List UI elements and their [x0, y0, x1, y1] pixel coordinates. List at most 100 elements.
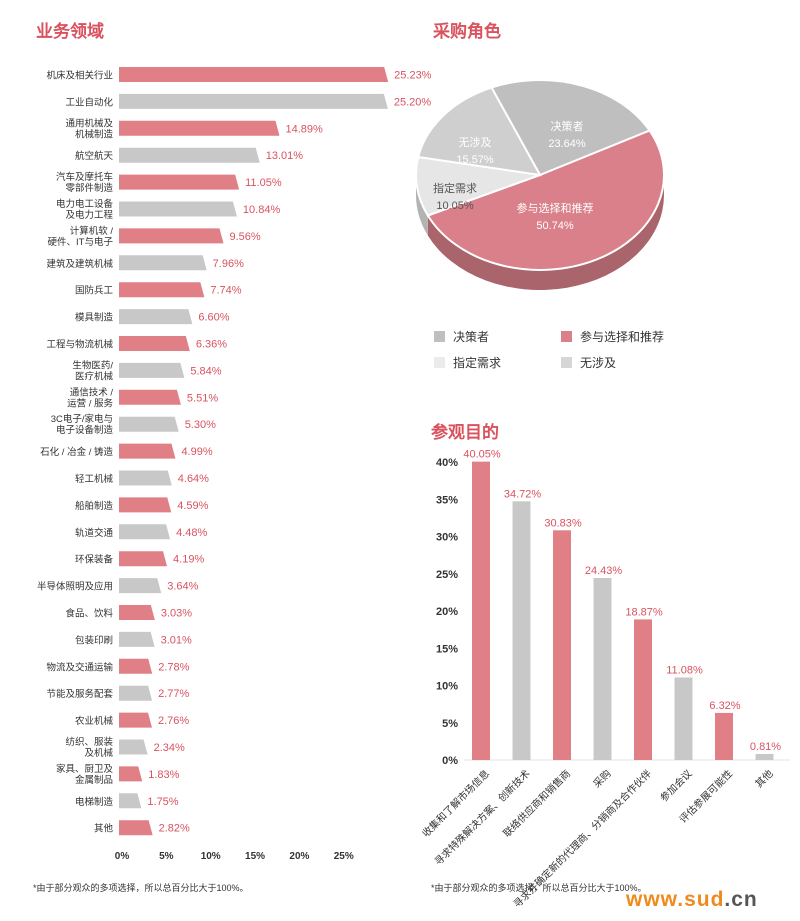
industry-bar [119, 631, 155, 647]
industry-x-tick-label: 15% [245, 851, 265, 862]
industry-value-label: 1.83% [148, 769, 179, 781]
industry-category-label: 纺织、服装 [65, 736, 113, 748]
industry-category-label: 机床及相关行业 [46, 70, 113, 82]
footnote-left: *由于部分观众的多项选择，所以总百分比大于100%。 [33, 883, 249, 893]
industry-value-label: 3.64% [167, 581, 198, 593]
industry-x-tick-label: 5% [159, 851, 174, 862]
industry-category-label: 航空航天 [75, 150, 114, 162]
purpose-category-label: 其他 [752, 767, 775, 790]
industry-value-label: 13.01% [266, 150, 304, 162]
pie-slice [426, 129, 665, 271]
pie-slice-value: 50.74% [536, 220, 574, 232]
industry-bar [119, 820, 153, 836]
industry-category-label: 及机械 [84, 747, 113, 759]
purpose-bar [715, 712, 733, 760]
industry-value-label: 4.59% [177, 500, 208, 512]
industry-category-label: 汽车及摩托车 [56, 171, 113, 183]
pie-slice-name: 无涉及 [459, 135, 492, 149]
industry-value-label: 4.19% [173, 554, 204, 566]
legend-label: 指定需求 [453, 356, 502, 370]
industry-value-label: 10.84% [243, 204, 281, 216]
industry-category-label: 工业自动化 [65, 96, 113, 108]
industry-category-label: 食品、饮料 [65, 608, 113, 620]
purpose-category-label: 采购 [590, 767, 613, 790]
purpose-bar [634, 619, 652, 760]
purpose-category-label: 联络供应商和销售商 [500, 767, 573, 840]
industry-bar [119, 551, 168, 567]
industry-bar [119, 147, 260, 163]
industry-category-label: 医疗机械 [75, 370, 114, 382]
industry-category-label: 电子设备制造 [56, 424, 114, 436]
purpose-bar [755, 753, 774, 760]
industry-category-label: 国防兵工 [75, 285, 114, 297]
industry-bar [119, 228, 224, 244]
watermark-suffix: cn [731, 888, 758, 911]
industry-bar [119, 93, 388, 109]
industry-category-label: 半导体照明及应用 [37, 581, 113, 593]
purpose-y-tick-label: 30% [436, 532, 458, 544]
industry-bar [119, 524, 171, 540]
purpose-chart-title: 参观目的 [431, 423, 499, 442]
industry-category-label: 船舶制造 [75, 500, 114, 512]
industry-bar [119, 389, 181, 405]
footnote-right: *由于部分观众的多项选择，所以总百分比大于100%。 [431, 883, 647, 893]
purpose-y-tick-label: 15% [436, 643, 458, 655]
legend-label: 决策者 [453, 330, 490, 344]
purpose-value-label: 30.83% [544, 517, 582, 529]
industry-x-tick-label: 25% [334, 851, 354, 862]
industry-value-label: 3.03% [161, 608, 192, 620]
industry-value-label: 7.96% [213, 258, 244, 270]
industry-value-label: 4.64% [178, 473, 209, 485]
industry-x-tick-label: 0% [115, 851, 130, 862]
watermark-middle: sud [684, 888, 725, 911]
purpose-value-label: 40.05% [463, 449, 501, 461]
industry-category-label: 家具、厨卫及 [56, 763, 114, 775]
industry-value-label: 7.74% [210, 285, 241, 297]
purpose-bar [674, 677, 693, 760]
industry-bar [119, 174, 240, 190]
purpose-y-tick-label: 20% [436, 606, 458, 618]
legend-swatch [561, 331, 572, 342]
industry-value-label: 5.30% [185, 419, 216, 431]
industry-value-label: 2.34% [154, 742, 185, 754]
purpose-value-label: 24.43% [585, 565, 623, 577]
industry-category-label: 金属制品 [75, 774, 113, 786]
industry-value-label: 14.89% [285, 123, 323, 135]
watermark-logo: www.sud.cn [626, 888, 758, 912]
watermark-dot: . [724, 888, 732, 911]
industry-category-label: 石化 / 冶金 / 铸造 [40, 446, 113, 458]
watermark-prefix: www. [626, 888, 685, 911]
purpose-value-label: 18.87% [625, 606, 663, 618]
legend-swatch [434, 331, 445, 342]
industry-bar [119, 255, 207, 271]
industry-category-label: 通用机械及 [65, 117, 113, 129]
industry-category-label: 建筑及建筑机械 [46, 258, 113, 270]
industry-bar [119, 336, 190, 351]
industry-category-label: 包装印刷 [75, 634, 113, 646]
legend-item-specify-requirement: 指定需求 [434, 354, 501, 371]
industry-category-label: 运营 / 服务 [67, 397, 113, 409]
industry-category-label: 环保装备 [75, 554, 114, 566]
industry-bar [119, 578, 162, 594]
purpose-bar [512, 501, 531, 760]
industry-bar [119, 712, 153, 728]
industry-category-label: 及电力工程 [65, 209, 113, 221]
legend-swatch [561, 357, 572, 368]
pie-slice [417, 86, 542, 177]
industry-bar [119, 497, 172, 513]
pie-slice [415, 155, 541, 217]
industry-bar [119, 309, 193, 325]
purpose-y-tick-label: 0% [442, 755, 458, 767]
industry-category-label: 计算机软 / [70, 225, 114, 237]
industry-bar [119, 658, 153, 674]
industry-bar [119, 793, 142, 809]
industry-category-label: 硬件、IT与电子 [48, 236, 114, 248]
industry-category-label: 其他 [94, 823, 114, 835]
purpose-value-label: 11.08% [666, 664, 703, 676]
legend-item-not-involved: 无涉及 [561, 354, 616, 371]
industry-category-label: 农业机械 [75, 715, 114, 727]
industry-bar [119, 470, 172, 486]
legend-label: 参与选择和推荐 [580, 330, 665, 344]
industry-bar [119, 605, 155, 620]
industry-value-label: 6.36% [196, 339, 227, 351]
